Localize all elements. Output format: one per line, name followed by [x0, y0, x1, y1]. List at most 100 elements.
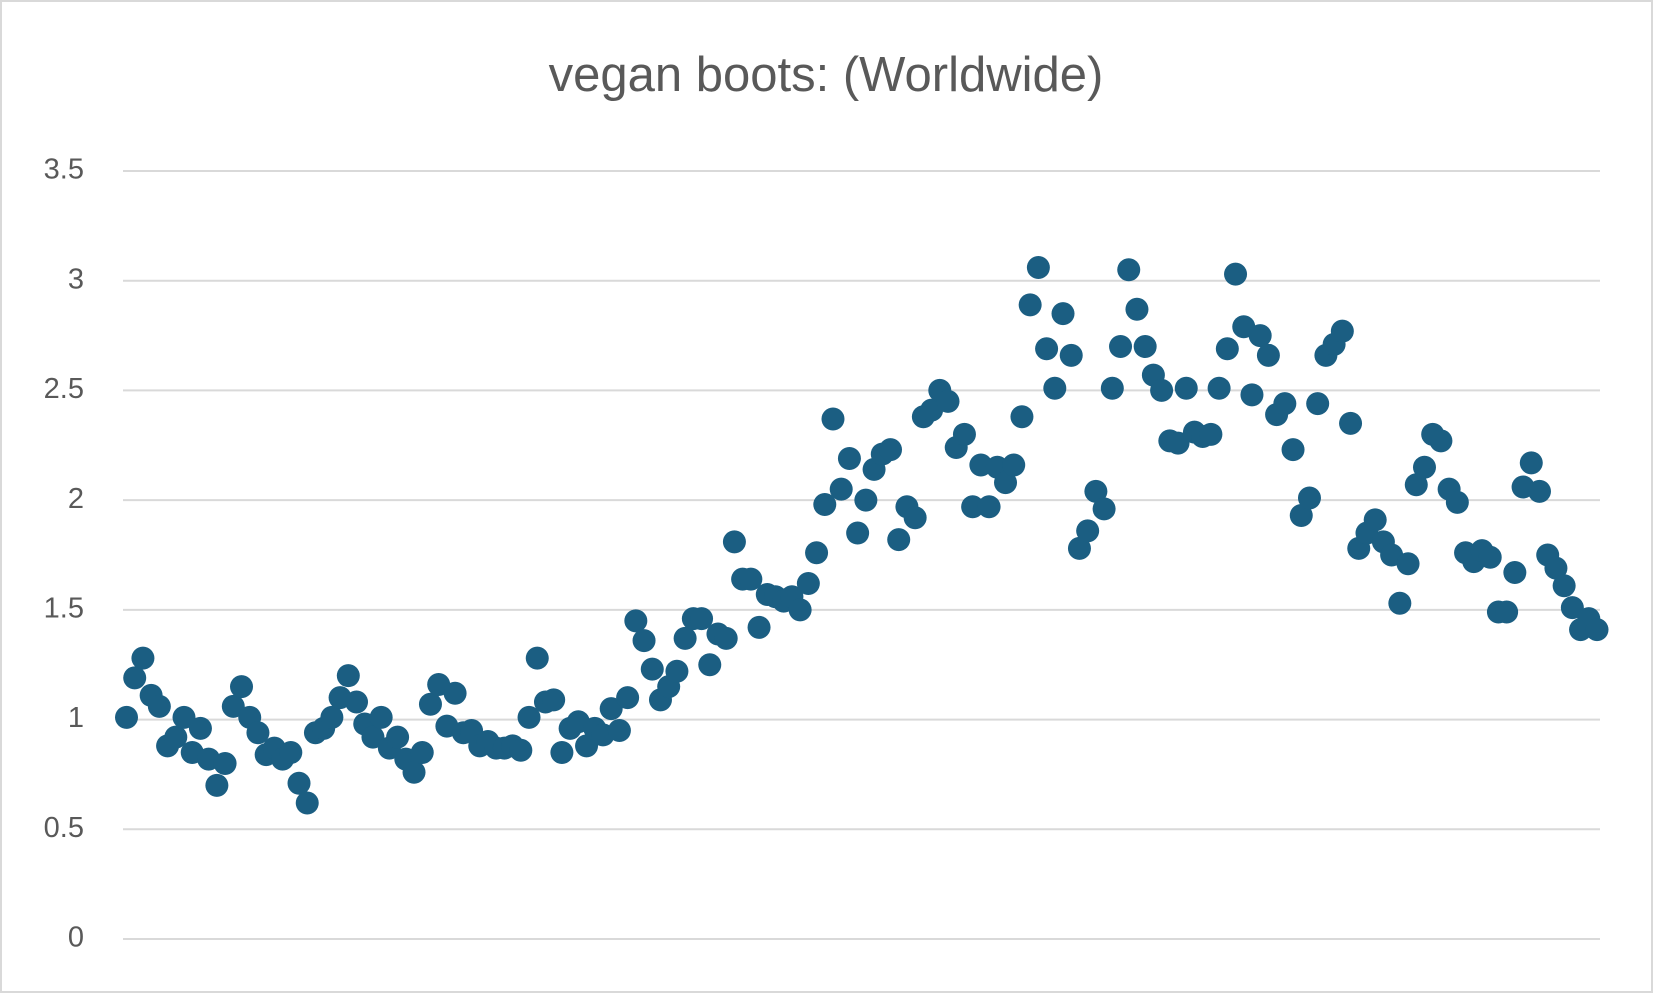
point	[903, 506, 927, 530]
point	[624, 609, 648, 633]
point	[1207, 376, 1231, 400]
point	[887, 528, 911, 552]
point	[977, 495, 1001, 519]
point	[1495, 600, 1519, 624]
point	[1519, 451, 1543, 475]
point	[837, 446, 861, 470]
point	[788, 598, 812, 622]
point	[1289, 504, 1313, 528]
point	[1117, 258, 1141, 282]
point	[1125, 297, 1149, 321]
point	[123, 666, 147, 690]
y-tick-label: 2	[68, 483, 84, 515]
point	[805, 541, 829, 565]
point	[829, 477, 853, 501]
point	[213, 751, 237, 775]
point	[131, 646, 155, 670]
point	[1544, 556, 1568, 580]
point	[1585, 618, 1609, 642]
point	[1035, 337, 1059, 361]
point	[1051, 302, 1075, 326]
point	[369, 705, 393, 729]
point	[1043, 376, 1067, 400]
point	[509, 738, 533, 762]
point	[936, 389, 960, 413]
point	[1560, 596, 1584, 620]
point	[1166, 431, 1190, 455]
y-tick-label: 0.5	[44, 812, 84, 844]
y-tick-label: 3	[68, 263, 84, 295]
point	[1396, 552, 1420, 576]
y-tick-label: 1.5	[44, 593, 84, 625]
point	[665, 659, 689, 683]
point	[1404, 473, 1428, 497]
point	[230, 675, 254, 699]
point	[1092, 497, 1116, 521]
point	[205, 773, 229, 797]
point	[418, 692, 442, 716]
point	[1174, 376, 1198, 400]
point	[1412, 455, 1436, 479]
point	[1248, 324, 1272, 348]
point	[443, 681, 467, 705]
point	[1256, 343, 1280, 367]
point	[1478, 545, 1502, 569]
point	[1018, 293, 1042, 317]
point	[1100, 376, 1124, 400]
point	[361, 725, 385, 749]
point	[1281, 438, 1305, 462]
point	[821, 407, 845, 431]
point	[1067, 536, 1091, 560]
point	[607, 719, 631, 743]
point	[1363, 508, 1387, 532]
point	[1240, 383, 1264, 407]
point	[246, 721, 270, 745]
point	[1010, 405, 1034, 429]
point	[1002, 453, 1026, 477]
point	[164, 725, 188, 749]
y-tick-label: 2.5	[44, 373, 84, 405]
point	[1224, 262, 1248, 286]
point	[1199, 422, 1223, 446]
point	[1150, 378, 1174, 402]
point	[295, 791, 319, 815]
point	[1273, 392, 1297, 416]
point	[320, 705, 344, 729]
point	[714, 626, 738, 650]
point	[739, 567, 763, 591]
point	[1084, 479, 1108, 503]
point	[147, 694, 171, 718]
point	[952, 422, 976, 446]
point	[1552, 574, 1576, 598]
point	[279, 740, 303, 764]
point	[1133, 335, 1157, 359]
point	[1109, 335, 1133, 359]
point	[1388, 591, 1412, 615]
point	[172, 705, 196, 729]
point	[525, 646, 549, 670]
point	[994, 471, 1018, 495]
point	[550, 740, 574, 764]
point	[698, 653, 722, 677]
point	[386, 725, 410, 749]
point	[690, 607, 714, 631]
y-tick-label: 3.5	[44, 154, 84, 186]
point	[1339, 411, 1363, 435]
chart-title: vegan boots: (Worldwide)	[549, 48, 1104, 102]
point	[188, 716, 212, 740]
point	[1429, 429, 1453, 453]
point	[115, 705, 138, 729]
point	[640, 657, 664, 681]
point	[221, 694, 245, 718]
point	[599, 697, 623, 721]
point	[1306, 392, 1330, 416]
point	[336, 664, 360, 688]
point	[879, 438, 903, 462]
point	[1026, 256, 1050, 280]
point	[410, 740, 434, 764]
point	[747, 615, 771, 639]
point	[1503, 561, 1527, 585]
point	[402, 760, 426, 784]
